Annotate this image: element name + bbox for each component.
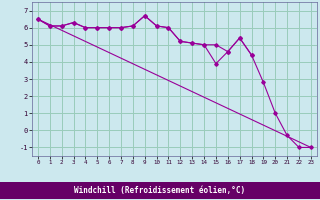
Text: Windchill (Refroidissement éolien,°C): Windchill (Refroidissement éolien,°C) (75, 186, 245, 195)
